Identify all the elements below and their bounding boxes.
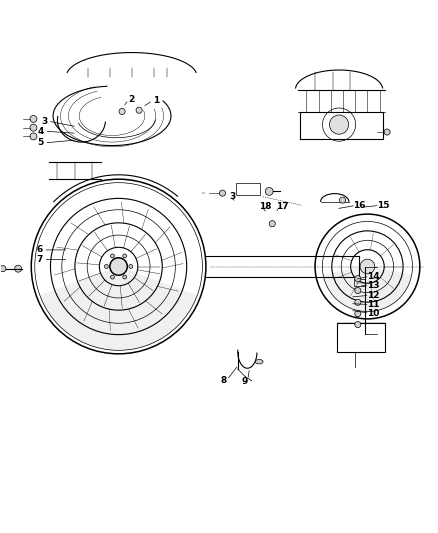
Text: 2: 2 — [128, 95, 135, 104]
Text: 8: 8 — [220, 376, 226, 384]
Circle shape — [30, 133, 37, 140]
Text: 11: 11 — [367, 300, 379, 309]
Circle shape — [355, 299, 361, 305]
Circle shape — [355, 311, 361, 317]
Text: 1: 1 — [152, 96, 159, 105]
Text: 5: 5 — [38, 139, 44, 148]
Circle shape — [30, 124, 37, 131]
Circle shape — [355, 287, 361, 294]
Circle shape — [384, 129, 390, 135]
Text: 12: 12 — [367, 291, 379, 300]
Ellipse shape — [255, 359, 263, 364]
Circle shape — [123, 275, 127, 279]
Bar — [337, 323, 385, 352]
Text: 3: 3 — [41, 117, 47, 126]
Text: 15: 15 — [377, 201, 389, 210]
Text: 10: 10 — [367, 309, 379, 318]
Bar — [237, 183, 261, 195]
Circle shape — [355, 321, 361, 328]
Circle shape — [265, 188, 273, 195]
Circle shape — [30, 116, 37, 123]
Circle shape — [123, 254, 127, 258]
Text: 9: 9 — [241, 377, 247, 386]
Wedge shape — [323, 266, 412, 312]
Circle shape — [104, 264, 108, 269]
Text: 7: 7 — [37, 255, 43, 264]
Text: 18: 18 — [259, 202, 272, 211]
Circle shape — [329, 115, 349, 134]
Circle shape — [355, 276, 361, 282]
Circle shape — [136, 107, 142, 113]
Circle shape — [219, 190, 226, 196]
Circle shape — [14, 265, 21, 272]
Circle shape — [360, 259, 375, 274]
Text: 13: 13 — [367, 281, 379, 290]
Text: 4: 4 — [38, 127, 44, 136]
Circle shape — [129, 264, 133, 269]
Circle shape — [110, 275, 114, 279]
Text: 3: 3 — [230, 192, 236, 201]
Circle shape — [110, 258, 127, 275]
Text: 16: 16 — [353, 201, 366, 210]
Circle shape — [269, 221, 276, 227]
Bar — [354, 279, 365, 286]
Text: 17: 17 — [276, 202, 289, 211]
Text: 14: 14 — [367, 272, 379, 280]
Circle shape — [339, 197, 346, 203]
Bar — [300, 111, 383, 139]
Text: 6: 6 — [37, 245, 43, 254]
Circle shape — [0, 265, 6, 272]
Circle shape — [110, 254, 114, 258]
Wedge shape — [40, 266, 198, 350]
Circle shape — [119, 108, 125, 115]
